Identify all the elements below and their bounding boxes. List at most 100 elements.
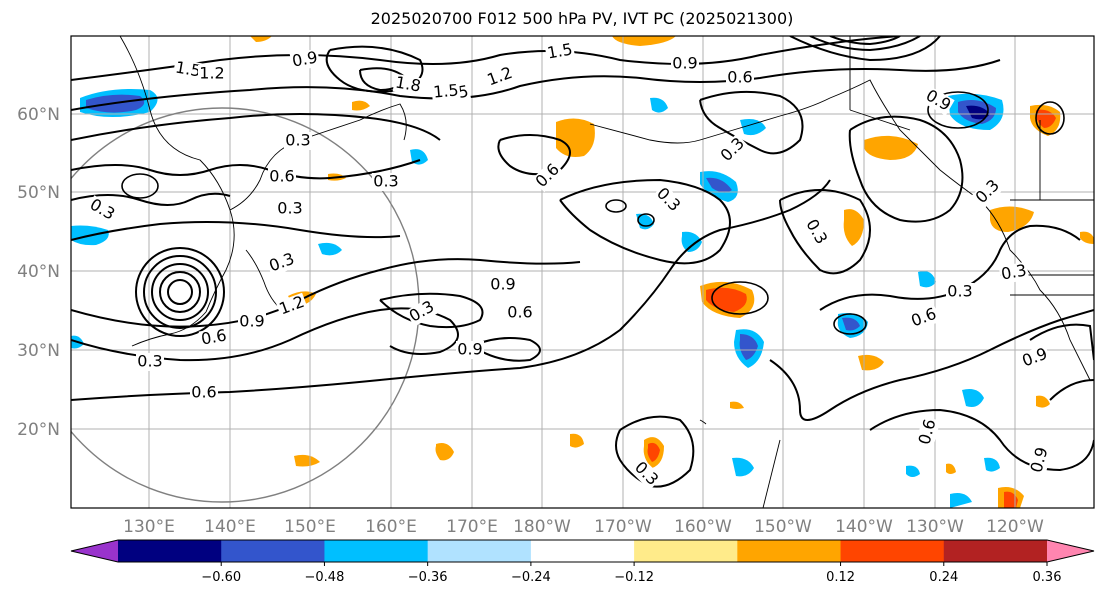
colorbar-segment <box>840 540 945 562</box>
contour-label-background <box>907 304 941 332</box>
contour-label: 0.3 <box>1000 260 1028 283</box>
colorbar-tick-label: −0.12 <box>614 570 654 585</box>
contour-label-background <box>998 261 1030 285</box>
contour-label-background <box>372 173 400 191</box>
contour-label-background <box>1027 444 1053 476</box>
contour-label: 0.3 <box>137 352 162 371</box>
contour-label-background <box>136 353 164 371</box>
colorbar-tick-label: −0.48 <box>305 570 345 585</box>
lon-label-150w: 150°W <box>754 517 812 537</box>
contour-label-background <box>238 313 266 331</box>
contour-label-background <box>276 200 304 218</box>
contour-label: 0.3 <box>285 131 310 150</box>
contour-label: 0.9 <box>490 275 515 294</box>
colorbar-tick-label: 0.12 <box>826 570 855 585</box>
contour-label-background <box>275 292 309 320</box>
contour-label-background <box>716 133 750 167</box>
contour-label: 0.6 <box>507 303 532 322</box>
contour-label-background <box>506 304 534 322</box>
contour-label: 0.9 <box>457 340 482 359</box>
colorbar-tick-label: 0.24 <box>929 570 958 585</box>
contour-label: 0.3 <box>947 282 972 301</box>
contour-label-background <box>531 159 565 193</box>
colorbar-tick-label: −0.36 <box>408 570 448 585</box>
colorbar-outline <box>70 539 1095 563</box>
contour-label: 0.6 <box>200 325 228 348</box>
contour-label-background <box>190 384 218 402</box>
colorbar-tick-label: −0.24 <box>511 570 551 585</box>
lat-label-60n: 60°N <box>17 105 60 125</box>
contour-label: 0.9 <box>239 312 264 331</box>
colorbar-tick-label: −0.60 <box>201 570 241 585</box>
contour-label-background <box>801 215 831 249</box>
lon-label-170w: 170°W <box>594 517 652 537</box>
lon-label-140w: 140°W <box>835 517 893 537</box>
lon-label-140e: 140°E <box>204 517 256 537</box>
contour-label: 0.9 <box>291 47 319 70</box>
contour-label: 1.5 <box>546 39 574 62</box>
contour-label-background <box>921 86 955 116</box>
lon-label-130e: 130°E <box>123 517 175 537</box>
contour-label-background <box>544 40 576 64</box>
contour-label-background <box>489 276 517 294</box>
contour-label-background <box>289 48 321 72</box>
contour-label-background <box>915 416 941 448</box>
colorbar-segment <box>530 540 635 562</box>
coastlines <box>119 36 1094 508</box>
figure-title: 2025020700 F012 500 hPa PV, IVT PC (2025… <box>370 9 794 28</box>
contour-label-background <box>392 73 424 97</box>
colorbar-segment <box>634 540 738 562</box>
lon-label-130w: 130°W <box>906 517 964 537</box>
contour-label: 0.3 <box>277 199 302 218</box>
colorbar-segment <box>118 540 222 562</box>
colorbar-ticks: −0.60−0.48−0.36−0.24−0.120.120.240.360.4… <box>201 562 1062 585</box>
map-content <box>71 36 1094 508</box>
lat-label-20n: 20°N <box>17 420 60 440</box>
lat-label-30n: 30°N <box>17 341 60 361</box>
colorbar-extend-max <box>1047 540 1094 562</box>
small-contours <box>121 91 1065 335</box>
contour-label-background <box>172 58 204 82</box>
contour-label: 0.6 <box>727 68 752 87</box>
contour-label-background <box>284 132 312 150</box>
contour-label-background <box>726 69 754 87</box>
contour-label-background <box>946 283 974 301</box>
lon-label-180w: 180°W <box>513 517 571 537</box>
longitude-labels: 130°E 140°E 150°E 160°E 170°E 180°W 170°… <box>123 517 1044 537</box>
contour-label-background <box>629 457 663 491</box>
contour-label: 0.6 <box>191 383 216 402</box>
colorbar-segment <box>427 540 532 562</box>
lon-label-120w: 120°W <box>986 517 1044 537</box>
lat-label-40n: 40°N <box>17 262 60 282</box>
lon-label-150e: 150°E <box>284 517 336 537</box>
colorbar-segment <box>324 540 429 562</box>
contour-label-background <box>971 175 1005 209</box>
colorbar-segment <box>221 540 325 562</box>
contour-label: 0.6 <box>269 167 294 186</box>
colorbar-segment <box>943 540 1048 562</box>
colorbar <box>70 539 1095 563</box>
contour-label-background <box>268 168 296 186</box>
colorbar-segment <box>737 540 842 562</box>
contour-label: 1.8 <box>394 72 422 95</box>
contour-label: 0.9 <box>672 54 697 73</box>
lon-label-160w: 160°W <box>674 517 732 537</box>
colorbar-extend-min <box>71 540 118 562</box>
lon-label-160e: 160°E <box>365 517 417 537</box>
contour-label: 1.5 <box>174 57 202 80</box>
contour-label-background <box>651 183 685 217</box>
latitude-labels: 60°N 50°N 40°N 30°N 20°N <box>17 105 60 440</box>
contour-label-background <box>483 63 517 91</box>
contour-label-background <box>671 55 699 73</box>
map-frame <box>70 35 1095 509</box>
lat-label-50n: 50°N <box>17 183 60 203</box>
contour-label-background <box>405 297 439 327</box>
lon-label-170e: 170°E <box>446 517 498 537</box>
contour-label-background <box>198 326 230 350</box>
contour-label: 1.5 <box>432 80 459 101</box>
contour-label: 0.3 <box>373 172 398 191</box>
colorbar-tick-label: 0.36 <box>1033 570 1062 585</box>
contour-label: 1.2 <box>199 64 224 83</box>
pv-contours <box>71 36 1094 488</box>
